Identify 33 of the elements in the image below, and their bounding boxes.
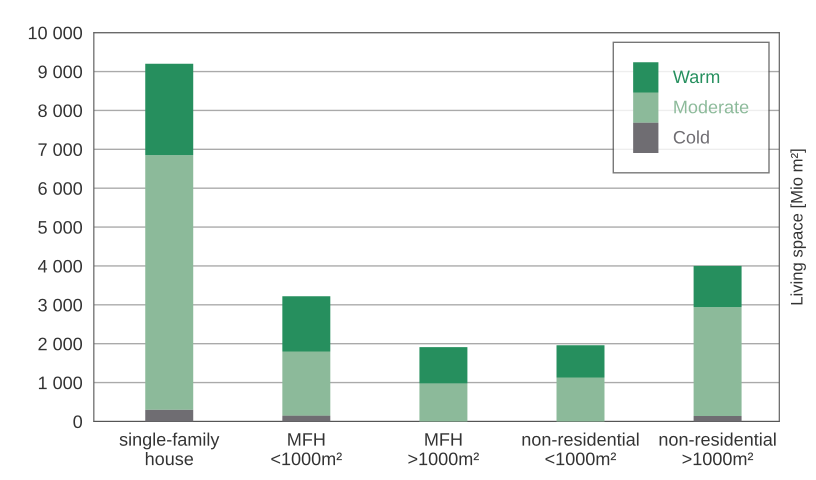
x-tick-label: non-residential <1000m² <box>522 432 639 466</box>
legend-label: Moderate <box>674 100 748 114</box>
y-tick-label: 5 000 <box>38 220 82 234</box>
x-tick-label: MFH <1000m² <box>271 433 342 466</box>
bar <box>419 383 468 422</box>
legend-label: Warm <box>672 70 720 84</box>
legend-label: Cold <box>674 130 709 144</box>
bar <box>282 296 330 352</box>
bar <box>694 307 742 416</box>
bar <box>694 266 742 308</box>
y-tick-label: 0 <box>73 415 82 428</box>
y-tick-label: 6 000 <box>38 182 82 195</box>
y-tick-label: 4 000 <box>38 260 82 273</box>
y-axis-title: Living space [Mio m²] <box>790 149 806 304</box>
x-tick-label: MFH >1000m² <box>408 433 479 466</box>
bar <box>556 345 604 378</box>
bar <box>694 416 742 422</box>
bar <box>282 351 330 416</box>
y-tick-label: 1 000 <box>38 376 82 390</box>
bar <box>145 410 194 422</box>
y-tick-label: 8 000 <box>38 104 82 118</box>
bar <box>419 347 468 384</box>
y-tick-label: 10 000 <box>28 26 82 40</box>
y-tick-label: 9 000 <box>38 65 82 78</box>
bar <box>145 155 194 410</box>
bar <box>145 64 194 156</box>
bar <box>556 378 604 422</box>
y-tick-label: 3 000 <box>38 298 82 312</box>
x-tick-label: single-family house <box>120 432 220 466</box>
y-tick-label: 2 000 <box>38 338 82 350</box>
bar <box>282 416 330 422</box>
y-tick-label: 7 000 <box>38 143 82 156</box>
x-tick-label: non-residential >1000m² <box>660 432 776 466</box>
